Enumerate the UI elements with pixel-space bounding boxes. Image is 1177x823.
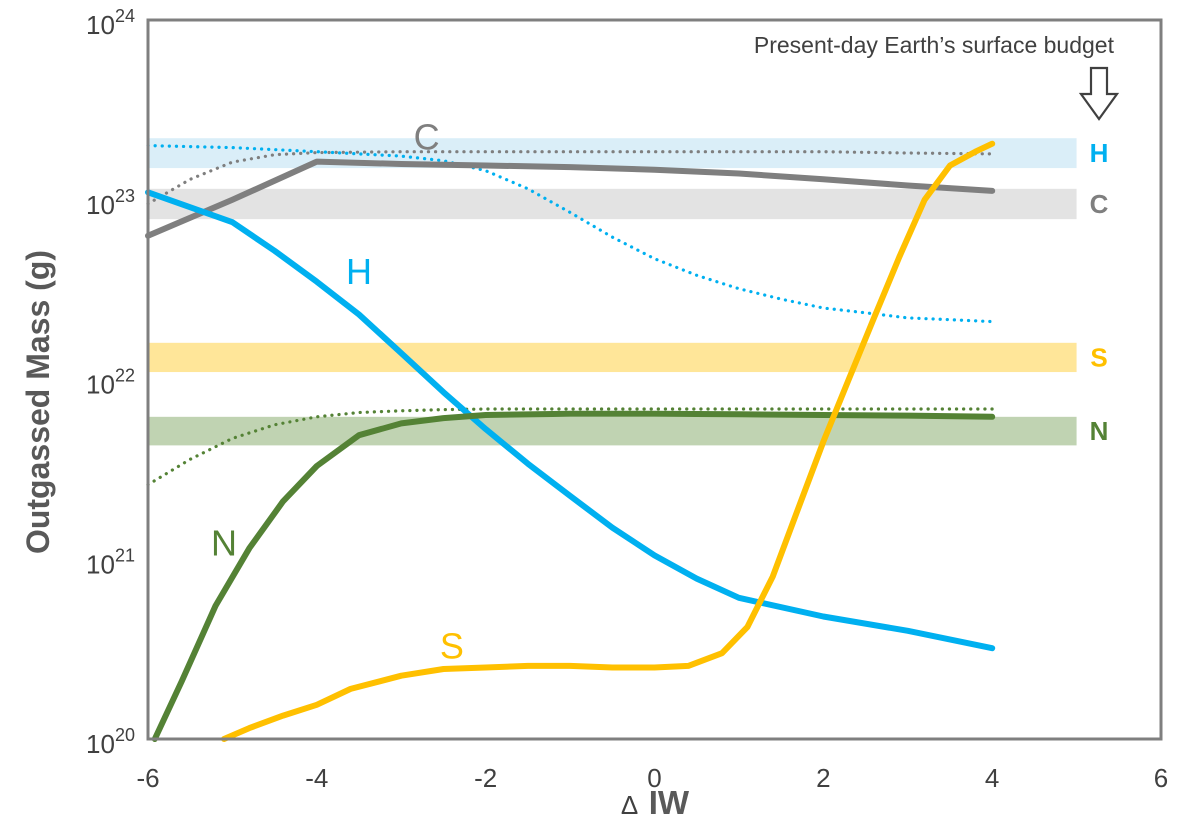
plot-frame (146, 18, 1163, 741)
band-label-s: S (1090, 342, 1107, 372)
x-axis-title-main: IW (649, 784, 690, 821)
x-tick-label: -4 (305, 763, 328, 793)
y-tick-label: 1023 (86, 186, 135, 220)
curve-label-n: N (211, 522, 237, 563)
x-axis-title-prefix: Δ (621, 790, 638, 820)
series-h-line (145, 189, 996, 652)
band-labels: HC S N (1090, 138, 1109, 446)
band-n (148, 416, 1077, 446)
series-layer (145, 140, 996, 742)
band-h (148, 138, 1077, 169)
series-c-line (145, 158, 996, 239)
curve-label-s: S (440, 626, 464, 667)
band-s (148, 342, 1077, 373)
y-tick-label: 1024 (86, 6, 135, 40)
y-tick-labels: 1020 1021 1022 1023 1024 (86, 6, 135, 759)
x-tick-label: -6 (136, 763, 159, 793)
y-axis-title: Outgassed Mass (g) (20, 250, 56, 554)
y-tick-label: 1020 (86, 725, 135, 759)
x-tick-label: 4 (985, 763, 999, 793)
band-c (148, 188, 1077, 220)
x-tick-label: -2 (474, 763, 497, 793)
curve-labels: C H N S (211, 117, 464, 667)
down-arrow-outline-icon (1078, 66, 1120, 121)
x-tick-label: 0 (647, 763, 661, 793)
band-label-h: H (1090, 138, 1109, 168)
curve-label-h: H (346, 251, 372, 292)
x-axis-title: Δ IW (621, 784, 690, 821)
series-h-dotted-line (146, 144, 994, 324)
band-label-n: N (1090, 416, 1109, 446)
series-n-line (151, 410, 996, 742)
x-tick-labels: -6 -4 -2 0 2 4 6 (136, 763, 1168, 793)
x-tick-label: 2 (816, 763, 830, 793)
band-label-c: C (1090, 189, 1109, 219)
y-tick-label: 1021 (86, 545, 135, 579)
series-c-dotted-line (146, 150, 994, 206)
x-tick-label: 6 (1154, 763, 1168, 793)
annotation-text: Present-day Earth’s surface budget (754, 32, 1115, 58)
y-tick-label: 1022 (86, 366, 135, 400)
series-s-line (221, 140, 996, 742)
curve-label-c: C (414, 117, 440, 158)
